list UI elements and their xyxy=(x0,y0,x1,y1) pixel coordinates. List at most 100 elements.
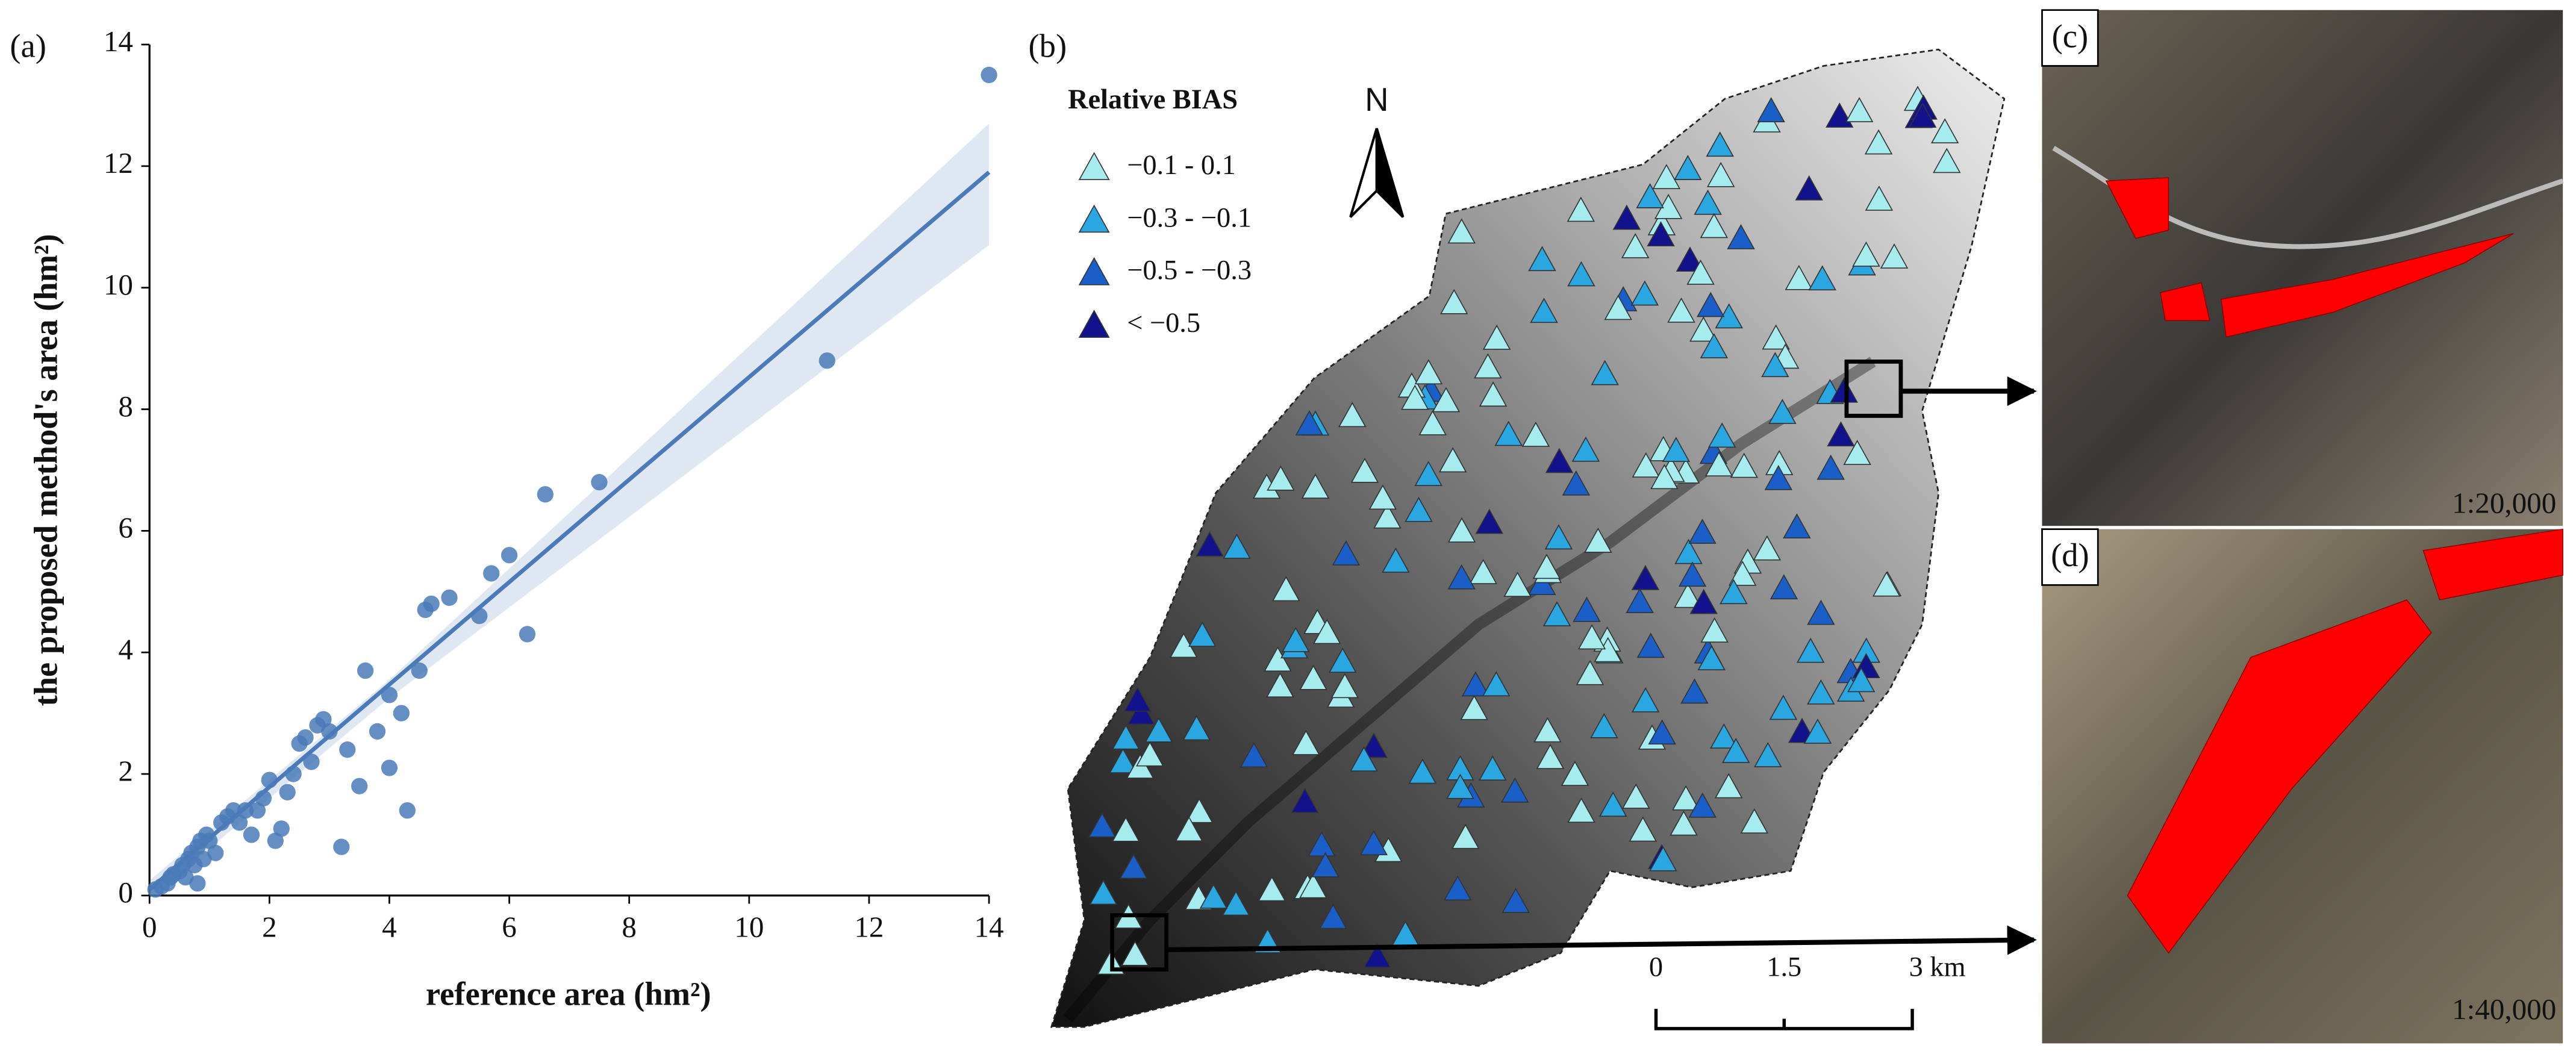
triangle xyxy=(1089,879,1118,905)
point xyxy=(381,759,398,776)
triangle xyxy=(1109,748,1137,773)
triangle xyxy=(1405,496,1433,522)
inset-box xyxy=(1110,913,1169,972)
panel-label: (d) xyxy=(2051,537,2089,573)
x-tick-label: 4 xyxy=(382,910,397,943)
triangle xyxy=(1373,503,1402,529)
triangle xyxy=(1728,560,1757,586)
triangle xyxy=(1078,310,1110,338)
triangle xyxy=(1571,436,1600,462)
x-tick-label: 8 xyxy=(622,910,637,943)
point xyxy=(321,723,338,740)
triangle xyxy=(1521,422,1550,447)
triangle xyxy=(1686,259,1715,285)
triangle xyxy=(1594,637,1622,662)
triangle xyxy=(1714,773,1743,799)
triangle xyxy=(1447,517,1476,543)
triangle xyxy=(1577,624,1606,650)
triangle xyxy=(1267,465,1295,491)
triangle xyxy=(1528,246,1556,272)
triangle xyxy=(1311,852,1339,878)
triangle xyxy=(1697,292,1725,317)
triangle xyxy=(1680,678,1709,704)
triangle xyxy=(1363,943,1391,968)
legend-label: −0.3 - −0.1 xyxy=(1127,202,1252,233)
point xyxy=(303,753,320,770)
triangle xyxy=(1880,243,1909,269)
point xyxy=(249,802,266,819)
point xyxy=(411,662,428,679)
triangle xyxy=(1707,161,1735,187)
y-tick-label: 12 xyxy=(104,146,133,179)
triangle xyxy=(1447,564,1476,590)
triangle xyxy=(1174,816,1203,842)
point xyxy=(189,875,206,892)
point xyxy=(207,844,224,861)
triangle xyxy=(1647,221,1675,246)
point xyxy=(483,565,500,582)
north-arrow xyxy=(1375,128,1405,218)
triangle xyxy=(1721,738,1750,763)
triangle xyxy=(1621,233,1650,258)
triangle xyxy=(1636,183,1664,208)
insets: (c) 1:20,000 (d) 1:40,000 xyxy=(2041,9,2564,1044)
triangle xyxy=(1545,447,1574,473)
fit-line xyxy=(148,170,991,891)
legend-label: < −0.5 xyxy=(1127,308,1200,338)
triangle xyxy=(1332,540,1361,566)
scale-label: 0 xyxy=(1649,952,1663,982)
point xyxy=(333,838,350,855)
triangle xyxy=(1650,464,1679,490)
triangle xyxy=(1707,422,1736,448)
triangle xyxy=(1706,131,1734,157)
y-tick-label: 6 xyxy=(118,511,133,544)
triangle xyxy=(1689,588,1718,614)
triangle xyxy=(1432,387,1461,413)
triangle xyxy=(1764,464,1792,490)
triangle xyxy=(1753,535,1782,561)
label-box xyxy=(2041,528,2099,586)
triangle xyxy=(1636,632,1665,658)
watershed xyxy=(1050,48,2006,1028)
panel-label: (a) xyxy=(10,28,46,64)
scale-label: 3 km xyxy=(1909,952,1966,982)
triangle xyxy=(1443,875,1472,901)
triangle xyxy=(1688,519,1717,544)
triangle xyxy=(1121,940,1149,966)
triangle xyxy=(1689,316,1718,342)
y-tick-label: 14 xyxy=(104,25,133,58)
triangle xyxy=(1482,325,1511,350)
triangle xyxy=(1182,715,1211,741)
point xyxy=(297,729,314,746)
triangle xyxy=(1078,257,1110,285)
point xyxy=(267,832,284,849)
triangle xyxy=(1694,189,1722,215)
point xyxy=(399,802,416,819)
point xyxy=(369,723,386,740)
triangle xyxy=(1674,582,1702,608)
point xyxy=(273,820,290,837)
triangle xyxy=(1240,742,1268,768)
triangle xyxy=(1438,447,1467,473)
triangle xyxy=(1757,97,1785,122)
triangle xyxy=(1479,755,1507,781)
triangle xyxy=(1626,588,1654,613)
dam-area xyxy=(2105,177,2514,338)
triangle xyxy=(1678,561,1707,587)
triangle xyxy=(1700,617,1729,643)
triangle xyxy=(1282,626,1310,652)
triangle xyxy=(1827,421,1855,447)
triangle xyxy=(1223,533,1251,559)
triangle xyxy=(1446,773,1474,799)
triangle xyxy=(1599,791,1627,817)
triangle xyxy=(1584,528,1612,553)
point xyxy=(357,662,374,679)
triangle xyxy=(1670,810,1698,836)
triangle xyxy=(1301,473,1330,499)
triangle xyxy=(1329,647,1357,673)
triangle xyxy=(1474,353,1502,379)
triangle xyxy=(1852,241,1880,267)
triangle xyxy=(1078,204,1110,233)
triangle xyxy=(1482,671,1511,697)
triangle xyxy=(1562,470,1591,496)
